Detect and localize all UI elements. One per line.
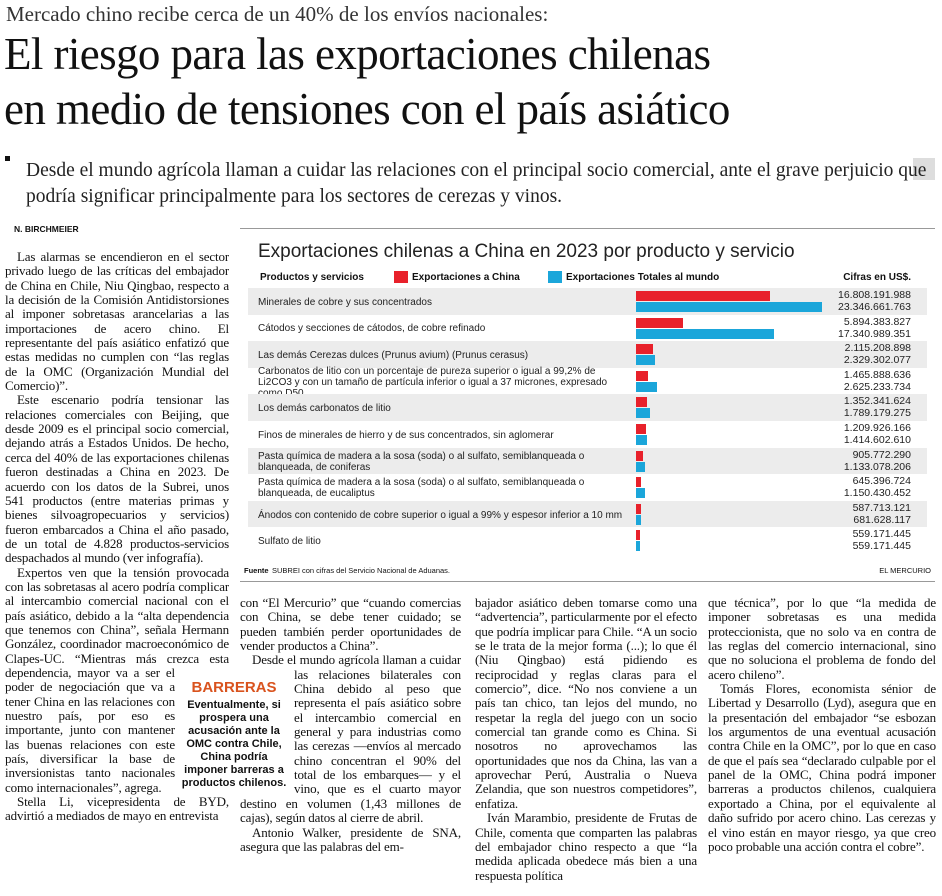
paragraph: bajador asiático deben tomarse como una … [475,596,697,811]
value-label: 681.628.117 [853,513,911,526]
bar [636,450,644,461]
bar [636,477,642,488]
bar [636,317,683,328]
row-shade [248,394,927,421]
deck: Desde el mundo agrícola llaman a cuidar … [26,160,927,207]
bar [636,530,641,541]
category-label: Cátodos y secciones de cátodos, de cobre… [258,323,486,335]
paragraph: que técnica”, por lo que “la medida de i… [708,596,936,682]
value-label: 2.329.302.077 [843,354,911,367]
value-label: 1.133.078.206 [843,460,911,473]
value-label: 1.150.430.452 [843,487,911,500]
value-label: 2.625.233.734 [843,380,911,393]
bar [636,461,646,472]
chart-title: Exportaciones chilenas a China en 2023 p… [258,241,795,262]
column: con “El Mercurio” que “cuando comercias … [240,596,461,893]
value-label: 23.346.661.763 [838,301,911,313]
row-shade [248,500,927,528]
bar [636,328,775,339]
value-label: 5.894.383.827 [843,315,911,328]
paragraph: Desde el mundo agrícola llaman a cuidar … [240,652,461,826]
value-label: 2.115.208.898 [844,342,911,355]
bar [636,435,648,445]
headline: El riesgo para las exportaciones chilena… [4,29,711,79]
legend-label: Exportaciones Totales al mundo [566,272,720,283]
bar [636,408,651,419]
deck-marker [5,156,10,161]
byline: N. BIRCHMEIER [14,224,79,234]
category-label: Minerales de cobre y sus concentrados [258,296,432,308]
bar [636,503,641,514]
value-label: 17.340.989.351 [838,327,911,340]
unit-note: Cifras en US$. [843,272,911,283]
value-label: 559.171.445 [852,528,911,541]
headline: en medio de tensiones con el país asiáti… [4,84,730,134]
paragraph: Tomás Flores, economista sénior de Liber… [708,681,936,854]
value-label: 905.772.290 [852,448,911,461]
category-label: Pasta química de madera a la sosa (soda)… [258,450,585,473]
legend-swatch [548,271,562,283]
paragraph: Antonio Walker, presidente de SNA, asegu… [240,824,461,854]
value-label: 559.171.445 [852,540,911,553]
value-label: 1.352.341.624 [843,395,911,408]
legend-swatch [394,271,408,283]
source: SUBREI con cifras del Servicio Nacional … [272,566,451,575]
bar [636,541,641,552]
bar [636,488,646,499]
category-label: Las demás Cerezas dulces (Prunus avium) … [258,349,529,361]
paragraph: Este escenario podría tensionar las rela… [5,392,229,566]
bar [636,355,655,366]
category-label: Pasta química de madera a la sosa (soda)… [258,477,585,500]
chart: Exportaciones chilenas a China en 2023 p… [240,228,935,582]
category-label: Finos de minerales de hierro y de sus co… [258,429,554,441]
value-label: 1.789.179.275 [843,407,911,420]
value-label: 1.414.602.610 [843,434,911,446]
bar [636,397,647,408]
row-shade [248,341,927,368]
source-label: Fuente [244,566,269,575]
column: bajador asiático deben tomarse como una … [475,596,697,893]
paragraph: Expertos ven que la tensión provocada co… [5,564,229,795]
value-label: 1.209.926.166 [843,422,911,434]
paragraph: con “El Mercurio” que “cuando comercias … [240,596,461,654]
value-label: 1.465.888.636 [843,368,911,381]
bar [636,370,648,381]
kicker: Mercado chino recibe cerca de un 40% de … [6,2,549,26]
ornament [913,158,935,180]
sidebar-title: BARRERAS [191,679,277,696]
category-label: Sulfato de litio [258,536,321,548]
paragraph: Iván Marambio, presidente de Frutas de C… [475,810,697,883]
value-label: 645.396.724 [852,475,911,488]
bar [636,381,657,392]
bar [636,344,653,355]
paragraph: Las alarmas se encendieron en el sector … [5,250,229,394]
sidebar-text: Eventualmente, si prospera una acusación… [181,699,287,789]
category-label: Carbonatos de litio con un porcentaje de… [258,365,608,399]
bar [636,291,770,301]
column: Las alarmas se encendieron en el sector … [5,250,229,893]
value-label: 587.713.121 [852,501,911,514]
column: que técnica”, por lo que “la medida de i… [708,596,936,893]
credit: EL MERCURIO [879,566,931,575]
sidebar: BARRERAS Eventualmente, si prospera una … [180,677,288,789]
bar [636,424,646,434]
category-label: Ánodos con contenido de cobre superior o… [258,509,623,521]
category-header: Productos y servicios [260,272,364,283]
bar [636,514,642,525]
paragraph: Stella Li, vicepresidenta de BYD, advirt… [5,794,229,824]
category-label: Los demás carbonatos de litio [258,403,391,415]
legend-label: Exportaciones a China [412,272,520,283]
row-shade [248,447,927,475]
bar [636,302,822,312]
value-label: 16.808.191.988 [838,289,911,301]
